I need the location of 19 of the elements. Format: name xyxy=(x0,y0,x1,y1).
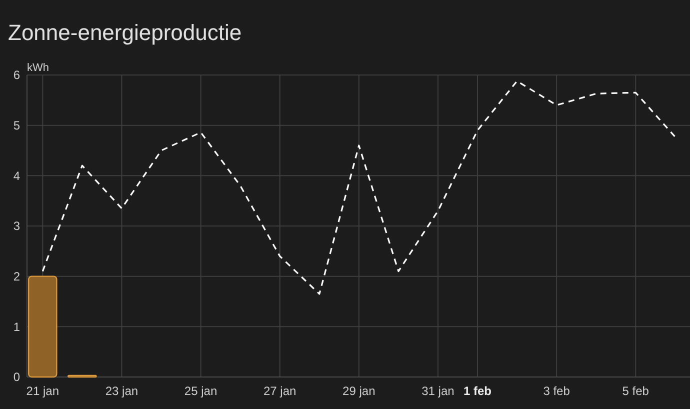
x-tick-label: 3 feb xyxy=(543,384,570,398)
y-tick-label: 3 xyxy=(13,219,20,234)
x-tick-label: 5 feb xyxy=(622,384,650,398)
x-tick-label: 1 feb xyxy=(464,384,492,398)
y-axis-title: kWh xyxy=(27,62,49,74)
chart-title: Zonne-energieproductie xyxy=(8,20,242,45)
y-tick-label: 1 xyxy=(13,320,20,334)
x-tick-label: 29 jan xyxy=(342,384,376,398)
y-tick-label: 4 xyxy=(13,168,20,183)
y-tick-label: 0 xyxy=(13,370,20,384)
x-tick-label: 31 jan xyxy=(422,384,454,398)
x-tick-label: 27 jan xyxy=(263,384,296,398)
y-tick-label: 5 xyxy=(13,118,20,133)
x-tick-label: 21 jan xyxy=(26,384,59,398)
y-tick-label: 6 xyxy=(13,68,20,82)
y-tick-label: 2 xyxy=(13,270,20,284)
line-series xyxy=(42,80,676,295)
x-tick-label: 25 jan xyxy=(184,384,218,398)
x-tick-label: 23 jan xyxy=(105,384,138,398)
